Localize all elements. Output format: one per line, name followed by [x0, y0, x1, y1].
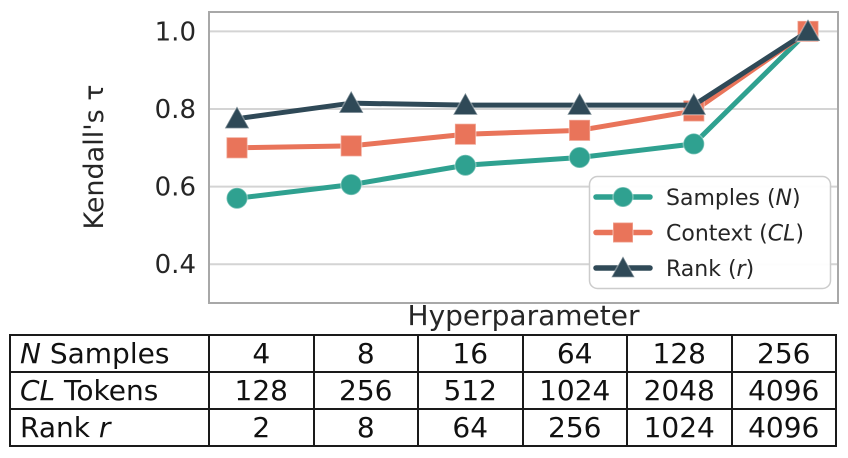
- table-cell: 256: [730, 334, 837, 373]
- series-line-rank: [234, 28, 811, 122]
- marker-samples: [454, 154, 477, 177]
- table-cell: 16: [417, 334, 524, 373]
- legend-box: [588, 175, 832, 290]
- table-cell: 8: [312, 334, 419, 373]
- table-cell: 64: [521, 334, 628, 373]
- table-cell: 1024: [521, 371, 628, 410]
- x-axis-label: Hyperparameter: [407, 299, 640, 332]
- table-cell: 256: [521, 408, 628, 447]
- series-line-samples: [234, 28, 811, 201]
- table-cell: 64: [417, 408, 524, 447]
- table-cell: 128: [626, 334, 733, 373]
- table-row-label: N Samples: [9, 334, 210, 373]
- table-row: Rank r 2 8 64 256 1024 4096: [9, 408, 837, 447]
- marker-rank: [794, 17, 822, 42]
- table-cell: 4: [208, 334, 315, 373]
- marker-samples: [568, 146, 591, 169]
- marker-context: [568, 119, 591, 142]
- hyperparameter-table: N Samples 4 8 16 64 128 256 CL Tokens 128 256 512 1…: [9, 334, 837, 447]
- marker-rank: [566, 91, 594, 116]
- marker-samples: [225, 186, 249, 210]
- table-cell: 2048: [626, 371, 733, 410]
- table-cell: 128: [208, 371, 315, 410]
- table-cell: 256: [312, 371, 419, 410]
- marker-rank: [451, 91, 479, 116]
- y-axis-label: Kendall's τ: [79, 84, 110, 229]
- legend-marker-rank: [610, 254, 636, 278]
- y-tick-label: 0.6: [155, 173, 196, 203]
- table-cell: 4096: [730, 371, 837, 410]
- table-cell: 2: [208, 408, 315, 447]
- table-cell: 4096: [730, 408, 837, 447]
- marker-samples: [682, 132, 706, 156]
- marker-context: [225, 136, 249, 160]
- table-row: N Samples 4 8 16 64 128 256: [9, 334, 837, 373]
- y-tick-label: 0.4: [155, 250, 196, 280]
- legend-marker-context: [612, 221, 634, 244]
- table-cell: 1024: [626, 408, 733, 447]
- marker-context: [339, 134, 363, 158]
- table-row-label: Rank r: [9, 408, 210, 447]
- kendall-tau-chart: 1.0 0.8 0.6 0.4 Kendall's τ Samples (N) Contex…: [79, 11, 839, 304]
- legend-item-label: Context (CL): [666, 222, 804, 247]
- line-chart-svg: 1.0 0.8 0.6 0.4 Kendall's τ Samples (N) Contex…: [79, 11, 839, 304]
- y-tick-label: 1.0: [155, 17, 196, 47]
- table-row: CL Tokens 128 256 512 1024 2048 4096: [9, 371, 837, 410]
- table-cell: 512: [417, 371, 524, 410]
- legend-marker-samples: [612, 186, 634, 208]
- marker-context: [454, 122, 477, 146]
- legend: Samples (N) Context (CL) Rank (r): [588, 175, 832, 290]
- marker-rank: [337, 89, 365, 114]
- legend-item-label: Rank (r): [666, 257, 754, 282]
- series-line-context: [234, 28, 811, 151]
- plot-border: [208, 11, 839, 304]
- marker-rank: [680, 91, 708, 116]
- table-row-label: CL Tokens: [9, 371, 210, 410]
- table-cell: 8: [312, 408, 419, 447]
- marker-samples: [339, 173, 363, 196]
- marker-rank: [223, 104, 251, 130]
- legend-item-label: Samples (N): [666, 186, 801, 211]
- y-tick-label: 0.8: [155, 95, 196, 125]
